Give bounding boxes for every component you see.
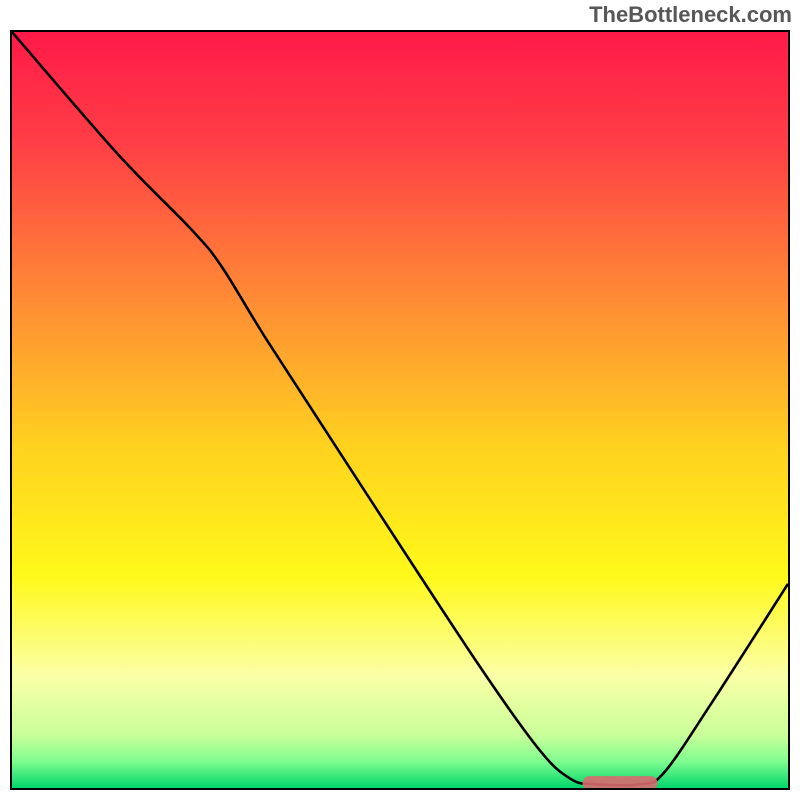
chart-container: TheBottleneck.com [0, 0, 800, 800]
curve-layer [12, 32, 788, 788]
attribution-text: TheBottleneck.com [589, 2, 792, 28]
plot-area [10, 30, 790, 790]
optimum-marker [583, 776, 658, 790]
bottleneck-curve [12, 32, 788, 785]
